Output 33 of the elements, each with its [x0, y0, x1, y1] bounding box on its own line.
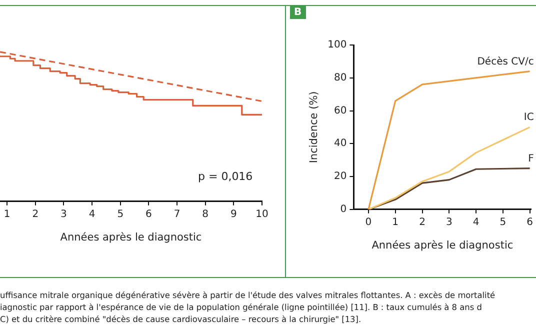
annotation: p = 0,016	[198, 170, 253, 183]
x-tick-label: 2	[419, 216, 426, 228]
text: C) et du critère combiné "décès de cause cardiovasculaire – recours à la chirurgie" [13].	[0, 313, 362, 325]
y-tick-label: 20	[334, 171, 347, 182]
x-tick-label: 6	[146, 208, 152, 220]
x-tick-label: 3	[60, 208, 67, 220]
x-tick-label: 5	[500, 216, 506, 228]
x-tick-label: 1	[392, 216, 399, 228]
x-tick-label: 8	[202, 208, 209, 220]
series-label: IC	[524, 112, 534, 124]
x-tick-label: 9	[230, 208, 237, 220]
x-tick-label: 2	[32, 208, 39, 220]
y-tick-label: 80	[334, 72, 347, 84]
x-tick-label: 10	[256, 208, 268, 220]
x-axis-title: Années après le diagnostic	[372, 239, 514, 252]
x-tick-label: 6	[526, 216, 534, 228]
chart-title: B	[290, 6, 306, 19]
x-axis-title: Années après le diagnostic	[60, 231, 202, 244]
x-tick-label: 7	[174, 208, 180, 220]
series-label: F	[528, 153, 534, 164]
text: uffisance mitrale organique dégénérative sévère à partir de l'étude des valves mitrales flottantes. A : excès de mortalité	[0, 289, 496, 301]
x-tick-label: 3	[446, 216, 452, 228]
x-tick-label: 4	[472, 216, 480, 228]
y-tick-label: 40	[334, 138, 347, 150]
y-axis-title: Incidence (%)	[308, 91, 320, 164]
text: iagnostic par rapport à l'espérance de vie de la population générale (ligne pointillée) [11]. B : taux cumulés à 8 ans d	[0, 301, 483, 313]
series-label: Décès CV/c	[477, 56, 534, 68]
x-tick-label: 4	[88, 208, 96, 220]
y-tick-label: 100	[328, 40, 347, 51]
x-tick-label: 0	[365, 216, 372, 228]
x-tick-label: 1	[4, 208, 10, 220]
y-tick-label: 60	[334, 105, 347, 116]
x-tick-label: 5	[117, 208, 124, 220]
